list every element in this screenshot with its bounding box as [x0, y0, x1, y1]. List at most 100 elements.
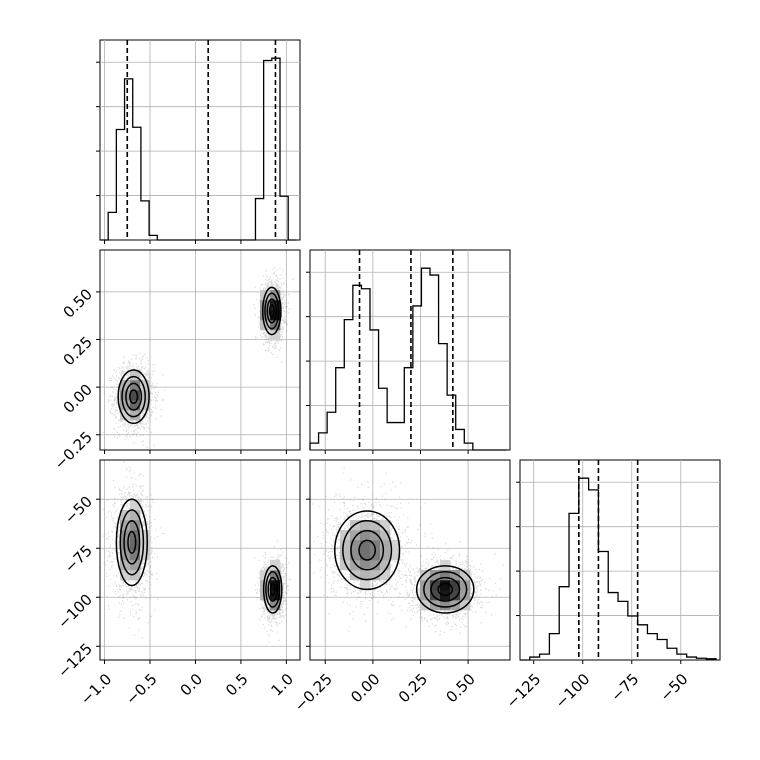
density-cell: [450, 580, 461, 591]
density-cell: [130, 390, 141, 401]
x-tick-label: 0.0: [177, 670, 207, 700]
contour-line: [423, 571, 468, 608]
y-tick-label: 0.50: [60, 285, 96, 321]
density-cell: [120, 540, 131, 551]
density-cell: [360, 520, 371, 531]
histogram-panel: [96, 39, 301, 244]
density-cell: [140, 530, 151, 541]
density-cell: [430, 590, 441, 601]
x-tick-label: −100: [552, 670, 594, 712]
contour-line: [117, 369, 150, 425]
contour-line: [265, 571, 281, 608]
density-cell: [270, 310, 281, 321]
density-cell: [130, 370, 141, 381]
density-cell: [450, 570, 461, 581]
contour-line: [123, 520, 141, 565]
contour-line: [129, 389, 139, 405]
density-cell: [120, 560, 131, 571]
histogram-panel: [306, 249, 511, 454]
x-tick-label: 0.50: [442, 670, 478, 706]
density-cell: [130, 380, 141, 391]
density-content: [100, 250, 300, 450]
density-cell: [260, 590, 271, 601]
density-cell: [360, 530, 371, 541]
density-cell: [120, 570, 131, 581]
density-cell: [270, 330, 281, 341]
density-cell: [360, 540, 371, 551]
density-cell: [130, 500, 141, 511]
density-cell: [430, 580, 441, 591]
y-tick-label: −50: [61, 492, 96, 527]
density-cell: [130, 550, 141, 561]
density-cell: [380, 530, 391, 541]
x-tick-label: −1.0: [77, 670, 115, 708]
density-cell: [420, 600, 431, 611]
density-cell: [440, 570, 451, 581]
density-cell: [460, 600, 471, 611]
density-cell: [380, 520, 391, 531]
density-cell: [130, 520, 141, 531]
histogram-bars: [520, 477, 717, 661]
panel-frame: [99, 249, 301, 451]
y-tick-label: −125: [54, 640, 96, 682]
panel-frame: [99, 459, 301, 661]
density-cell: [260, 580, 271, 591]
x-tick-label: 0.25: [395, 670, 431, 706]
density-cell: [340, 560, 351, 571]
contour-line: [415, 565, 475, 614]
density-cell: [140, 400, 151, 411]
contour-line: [262, 565, 283, 614]
contour-line: [268, 304, 275, 318]
density-cell: [130, 570, 141, 581]
contour-line: [342, 520, 393, 581]
density-content: [100, 460, 300, 660]
density-cell: [390, 540, 401, 551]
density-cell: [460, 570, 471, 581]
density-cell: [130, 560, 141, 571]
density-cell: [370, 570, 381, 581]
density-cell: [350, 540, 361, 551]
density-cell: [270, 570, 281, 581]
density-cell: [340, 550, 351, 561]
density-panel: −0.25 0.00 0.25 0.50: [51, 249, 301, 473]
histogram-bars: [309, 267, 508, 451]
density-cell: [450, 590, 461, 601]
density-cell: [270, 590, 281, 601]
contour-line: [125, 382, 143, 411]
density-cell: [440, 580, 451, 591]
density-cell: [460, 580, 471, 591]
density-cell: [340, 530, 351, 541]
contour-line: [358, 539, 376, 561]
density-cell: [140, 540, 151, 551]
density-cell: [270, 560, 281, 571]
contour-line: [267, 576, 279, 602]
y-tick-label: −0.25: [51, 428, 96, 473]
scatter-points: [102, 267, 294, 448]
density-cell: [350, 530, 361, 541]
density-cell: [130, 510, 141, 521]
density-cell: [390, 550, 401, 561]
panel-frame: [309, 459, 511, 661]
density-cell: [120, 380, 131, 391]
density-cell: [370, 550, 381, 561]
x-tick-label: −50: [656, 670, 691, 705]
density-cell: [360, 570, 371, 581]
density-cell: [440, 600, 451, 611]
y-tick-label: −100: [54, 591, 96, 633]
scatter-points: [310, 467, 504, 636]
y-tick-label: 0.25: [60, 333, 96, 369]
density-cell: [120, 400, 131, 411]
density-panel: −0.25 0.00 0.25 0.50: [291, 459, 511, 715]
density-cell: [380, 560, 391, 571]
contour-line: [334, 510, 401, 591]
x-tick-label: 1.0: [268, 670, 298, 700]
contour-line: [430, 576, 461, 602]
density-cell: [430, 570, 441, 581]
density-cell: [130, 400, 141, 411]
density-cell: [340, 540, 351, 551]
contour-line: [264, 292, 280, 330]
density-cell: [140, 380, 151, 391]
density-cell: [130, 410, 141, 421]
x-tick-label: −125: [503, 670, 545, 712]
